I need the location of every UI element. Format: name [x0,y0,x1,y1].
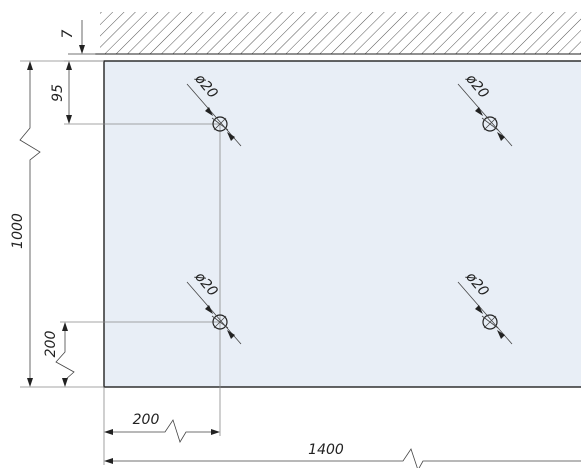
gap-label: 7 [60,29,76,38]
gap-dimension: 7 [60,20,96,55]
top-offset-label: 95 [50,84,66,102]
top-offset-dimension: 95 [50,60,220,125]
bottom-offset-dimension: 200 [43,321,220,387]
wall-hatching [100,12,581,54]
left-offset-label: 200 [133,412,160,428]
width-dimension: 1400 [104,442,581,468]
bottom-offset-label: 200 [43,331,59,358]
height-label: 1000 [10,213,26,249]
left-offset-dimension: 200 [103,124,221,465]
panel-rectangle [103,60,581,388]
height-dimension: 1000 [10,60,104,388]
width-label: 1400 [308,442,344,458]
